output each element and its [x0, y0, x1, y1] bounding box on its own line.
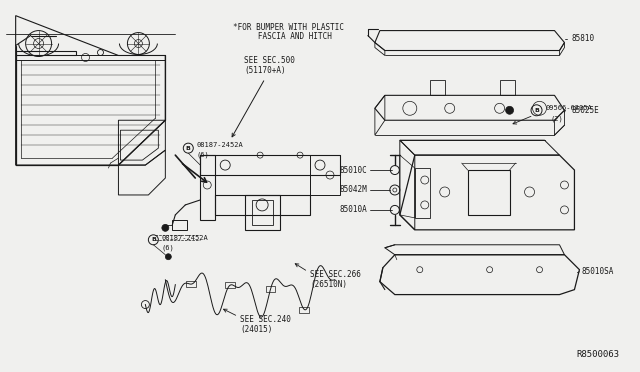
Text: SEE SEC.500: SEE SEC.500 — [244, 56, 295, 65]
Text: 85042M: 85042M — [340, 186, 368, 195]
Text: 09566-6205A: 09566-6205A — [545, 105, 592, 111]
Bar — [186, 281, 196, 287]
Bar — [300, 307, 309, 312]
Text: FASCIA AND HITCH: FASCIA AND HITCH — [244, 32, 332, 41]
Text: (51170+A): (51170+A) — [244, 66, 286, 75]
Text: (24015): (24015) — [240, 325, 273, 334]
Text: (2): (2) — [550, 115, 563, 122]
Text: 85010A: 85010A — [340, 205, 368, 214]
Text: B: B — [151, 237, 156, 242]
Text: (6): (6) — [161, 244, 174, 251]
Text: 85010C: 85010C — [340, 166, 368, 174]
Text: *FOR BUMPER WITH PLASTIC: *FOR BUMPER WITH PLASTIC — [232, 23, 344, 32]
Circle shape — [162, 224, 169, 231]
Text: 08187-2452A: 08187-2452A — [161, 235, 208, 241]
Bar — [266, 286, 275, 292]
Text: B: B — [186, 146, 191, 151]
Text: SEE SEC.240: SEE SEC.240 — [240, 315, 291, 324]
Circle shape — [506, 106, 513, 114]
Text: 85025E: 85025E — [572, 106, 599, 115]
Text: 85010SA: 85010SA — [581, 267, 614, 276]
Text: B: B — [534, 108, 539, 113]
Text: 08187-2452A: 08187-2452A — [196, 142, 243, 148]
Circle shape — [165, 254, 172, 260]
Bar — [225, 282, 235, 288]
Text: (26510N): (26510N) — [310, 280, 347, 289]
Text: 85810: 85810 — [572, 34, 595, 43]
Text: R8500063: R8500063 — [577, 350, 620, 359]
Text: (6): (6) — [196, 152, 209, 158]
Text: SEE SEC.266: SEE SEC.266 — [310, 270, 361, 279]
